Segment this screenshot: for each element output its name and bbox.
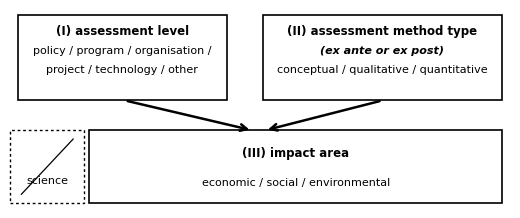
FancyBboxPatch shape [18, 15, 227, 100]
FancyBboxPatch shape [89, 130, 502, 203]
Text: science: science [26, 176, 68, 186]
Text: (II) assessment method type: (II) assessment method type [287, 24, 477, 37]
Text: policy / program / organisation /: policy / program / organisation / [33, 46, 212, 56]
FancyBboxPatch shape [10, 130, 84, 203]
Text: (I) assessment level: (I) assessment level [56, 24, 189, 37]
Text: (ex ante or ex post): (ex ante or ex post) [320, 46, 444, 56]
Text: (III) impact area: (III) impact area [242, 147, 349, 160]
Text: economic / social / environmental: economic / social / environmental [202, 178, 390, 188]
Text: project / technology / other: project / technology / other [46, 65, 198, 75]
FancyBboxPatch shape [263, 15, 502, 100]
Text: conceptual / qualitative / quantitative: conceptual / qualitative / quantitative [277, 65, 488, 75]
